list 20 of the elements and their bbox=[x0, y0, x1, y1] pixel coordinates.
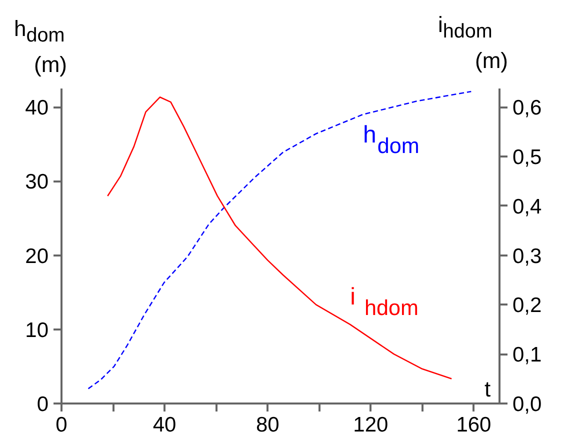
x-tick-label: 40 bbox=[152, 414, 176, 436]
x-tick-label: 0 bbox=[56, 414, 68, 436]
x-axis-title: t bbox=[484, 376, 491, 402]
y-tick-label: 10 bbox=[25, 318, 48, 342]
y-tick-label: 40 bbox=[25, 96, 48, 120]
y2-tick-label: 0,4 bbox=[512, 195, 542, 218]
y-tick-label: 30 bbox=[25, 170, 48, 194]
y2-tick-label: 0,3 bbox=[512, 244, 542, 268]
y-tick-label: 0 bbox=[36, 393, 49, 416]
y2-tick-label: 0,1 bbox=[512, 344, 542, 367]
y2-tick-label: 0,6 bbox=[512, 96, 542, 120]
y2-tick-label: 0,5 bbox=[512, 146, 542, 169]
y-tick-label: 20 bbox=[25, 244, 48, 268]
y2-tick-label: 0,0 bbox=[512, 393, 542, 416]
y-axis-title: h$_{dom}$ (m) bbox=[14, 16, 67, 77]
y2-tick-label: 0,2 bbox=[512, 294, 542, 318]
x-tick-label: 80 bbox=[256, 414, 280, 436]
x-tick-label: 120 bbox=[353, 414, 388, 436]
y2-axis-title: i$_{hdom}$ (m) bbox=[438, 12, 508, 73]
x-tick-label: 160 bbox=[456, 414, 492, 436]
